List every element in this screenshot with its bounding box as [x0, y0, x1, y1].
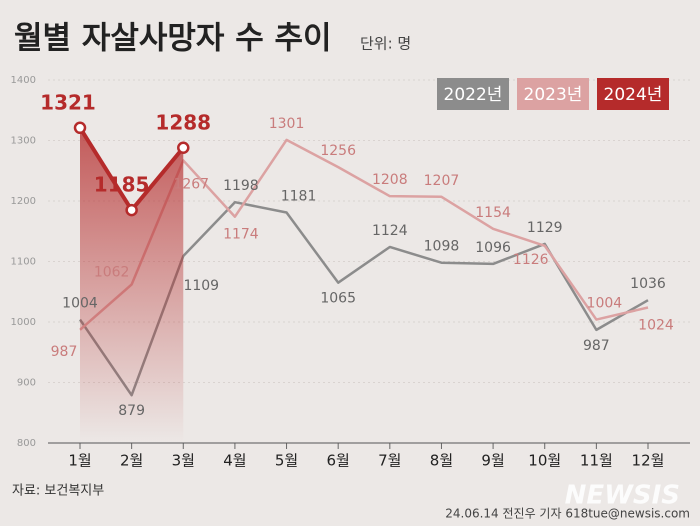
legend-swatch [517, 78, 589, 110]
legend-swatch [437, 78, 509, 110]
x-tick-label: 7월 [378, 452, 401, 470]
x-tick-label: 1월 [68, 452, 91, 470]
data-label: 1301 [269, 116, 305, 132]
data-label: 1024 [638, 317, 674, 333]
point [177, 141, 190, 155]
watermark: NEWSIS [565, 481, 680, 511]
data-label: 1267 [173, 176, 209, 192]
data-label: 1062 [94, 264, 130, 280]
x-tick-label: 4월 [223, 452, 246, 470]
data-label: 1181 [281, 188, 317, 204]
x-tick-label: 8월 [430, 452, 453, 470]
y-tick-label: 1300 [11, 136, 36, 147]
source: 자료: 보건복지부 [12, 484, 104, 499]
legend-label: 2024년 [604, 85, 663, 105]
data-label: 1174 [223, 227, 259, 243]
data-label: 1321 [40, 90, 96, 114]
data-label: 1004 [62, 296, 98, 312]
data-label: 987 [583, 338, 610, 354]
data-label: 1185 [94, 173, 150, 197]
credit: 24.06.14 전진우 기자 618tue@newsis.com [445, 507, 690, 521]
data-label: 1154 [475, 205, 511, 221]
legend-label: 2022년 [444, 85, 503, 105]
x-tick-label: 10월 [528, 452, 561, 470]
x-tick-label: 9월 [481, 452, 504, 470]
data-label: 1207 [424, 173, 460, 189]
legend-label: 2023년 [524, 85, 583, 105]
x-tick-label: 2월 [120, 452, 143, 470]
legend-swatch [597, 78, 669, 110]
x-tick-label: 12월 [632, 452, 665, 470]
y-tick-label: 1100 [11, 257, 36, 268]
data-label: 1036 [630, 276, 666, 292]
point [125, 203, 138, 217]
data-label: 987 [51, 344, 78, 360]
y-tick-label: 1000 [11, 317, 36, 328]
data-label: 1065 [320, 291, 356, 307]
data-label: 1096 [475, 240, 511, 256]
data-label: 1208 [372, 172, 408, 188]
data-label: 1198 [223, 178, 259, 194]
y-tick-label: 1400 [11, 75, 36, 86]
data-label: 1288 [155, 110, 211, 134]
unit-label: 단위: 명 [360, 35, 411, 53]
x-tick-label: 3월 [172, 452, 195, 470]
area [80, 127, 184, 444]
y-tick-label: 800 [17, 438, 36, 449]
chart-title: 월별 자살사망자 수 추이 [14, 21, 332, 57]
data-label: 1124 [372, 223, 408, 239]
data-label: 1109 [183, 278, 219, 294]
x-tick-label: 6월 [327, 452, 350, 470]
x-tick-label: 11월 [580, 452, 613, 470]
data-label: 1126 [513, 252, 549, 268]
data-label: 1129 [527, 220, 563, 236]
x-tick-label: 5월 [275, 452, 298, 470]
data-label: 1004 [587, 296, 623, 312]
data-label: 1256 [320, 143, 356, 159]
y-tick-label: 900 [17, 378, 36, 389]
point [73, 121, 87, 135]
data-label: 1098 [424, 239, 460, 255]
y-tick-label: 1200 [11, 196, 36, 207]
data-label: 879 [118, 403, 145, 419]
